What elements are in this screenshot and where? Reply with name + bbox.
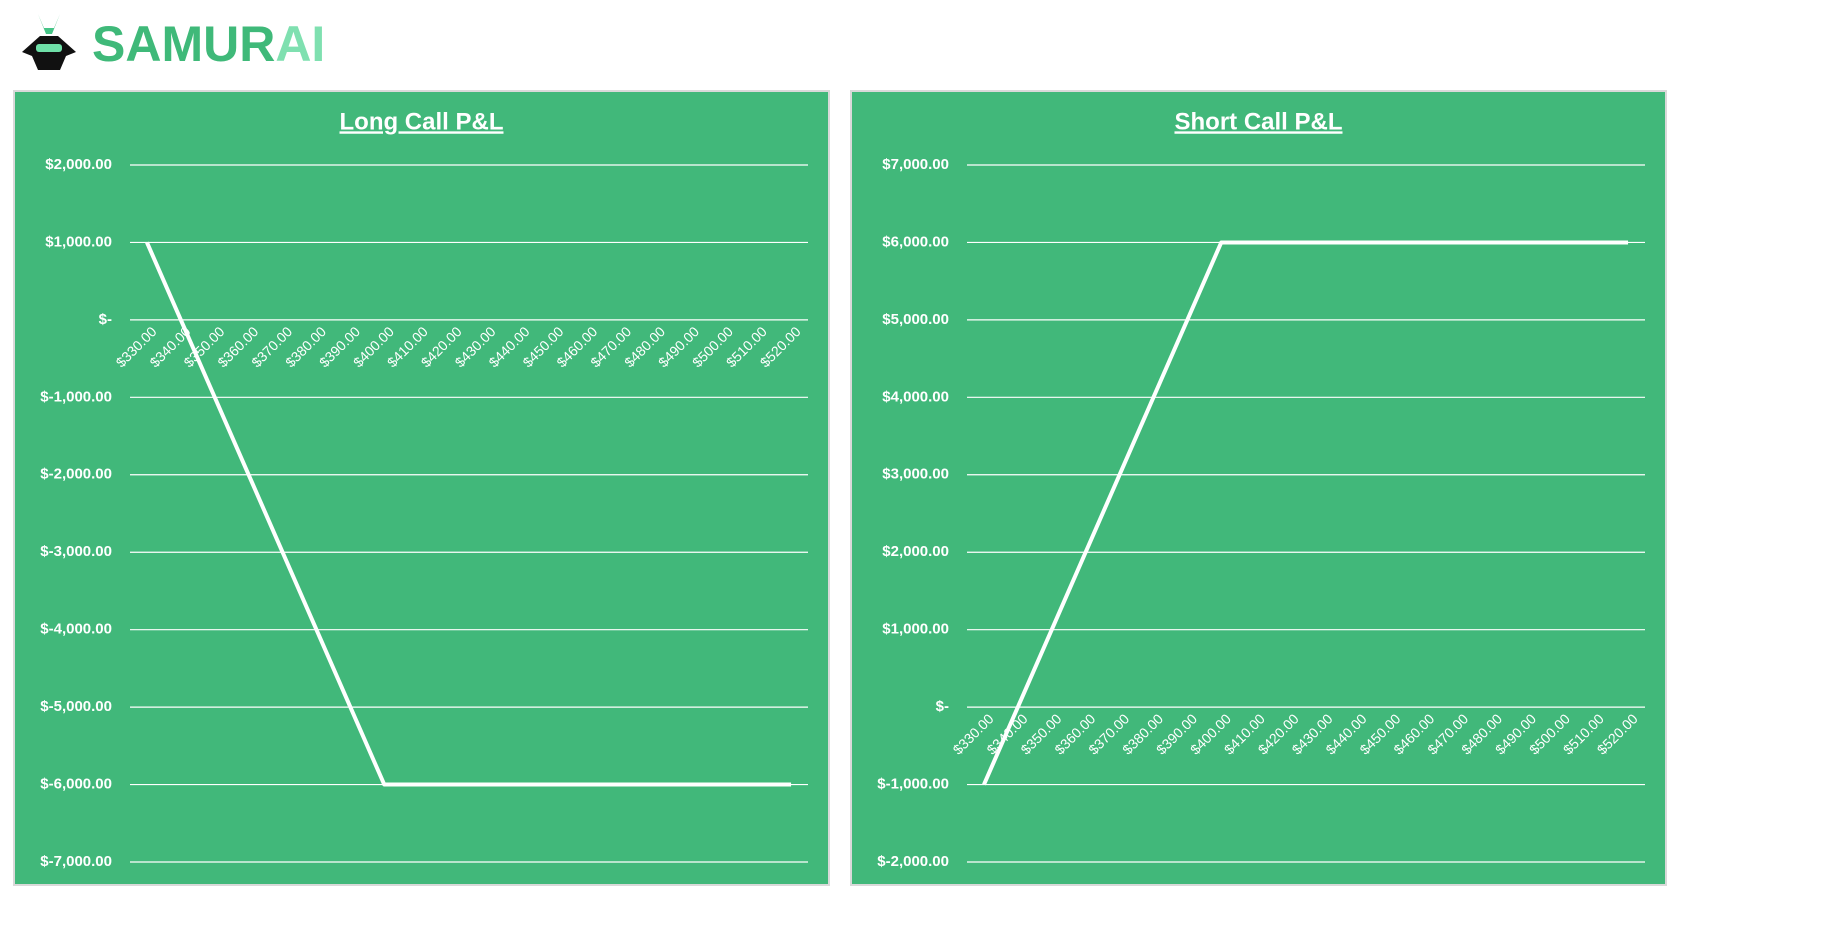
y-tick-label: $-1,000.00 xyxy=(877,776,949,793)
y-tick-label: $6,000.00 xyxy=(882,233,949,250)
line-series xyxy=(982,240,1629,786)
logo: SAMURAI xyxy=(22,14,325,72)
y-tick-label: $-4,000.00 xyxy=(40,621,112,638)
y-tick-label: $2,000.00 xyxy=(45,156,112,173)
y-tick-label: $4,000.00 xyxy=(882,388,949,405)
y-tick-label: $- xyxy=(99,311,112,328)
y-tick-label: $-1,000.00 xyxy=(40,388,112,405)
chart-title: Long Call P&L xyxy=(340,108,504,135)
y-tick-label: $-2,000.00 xyxy=(40,466,112,483)
logo-part: AI xyxy=(275,16,325,72)
logo-icon xyxy=(22,36,76,70)
chart: Short Call P&L $-2,000.00 $-1,000.00 $- $1,0… xyxy=(850,90,1667,886)
logo-part: SAMUR xyxy=(92,16,275,72)
logo-eyes xyxy=(36,44,62,52)
logo-horns xyxy=(38,14,60,34)
y-tick-label: $-5,000.00 xyxy=(40,698,112,715)
y-tick-label: $-2,000.00 xyxy=(877,853,949,870)
chart-title: Short Call P&L xyxy=(1174,108,1342,135)
logo-text: SAMURAI xyxy=(92,16,325,72)
y-tick-label: $-7,000.00 xyxy=(40,853,112,870)
y-tick-label: $1,000.00 xyxy=(45,233,112,250)
y-tick-label: $-3,000.00 xyxy=(40,543,112,560)
chart-panel xyxy=(13,90,830,886)
y-tick-label: $3,000.00 xyxy=(882,466,949,483)
y-tick-label: $2,000.00 xyxy=(882,543,949,560)
y-tick-label: $- xyxy=(936,698,949,715)
y-tick-label: $-6,000.00 xyxy=(40,776,112,793)
line-series xyxy=(145,241,792,787)
y-tick-label: $7,000.00 xyxy=(882,156,949,173)
y-tick-label: $5,000.00 xyxy=(882,311,949,328)
y-tick-label: $1,000.00 xyxy=(882,621,949,638)
chart-panel xyxy=(850,90,1667,886)
chart: Long Call P&L $-7,000.00 $-6,000.00 $-5,000… xyxy=(13,90,830,886)
